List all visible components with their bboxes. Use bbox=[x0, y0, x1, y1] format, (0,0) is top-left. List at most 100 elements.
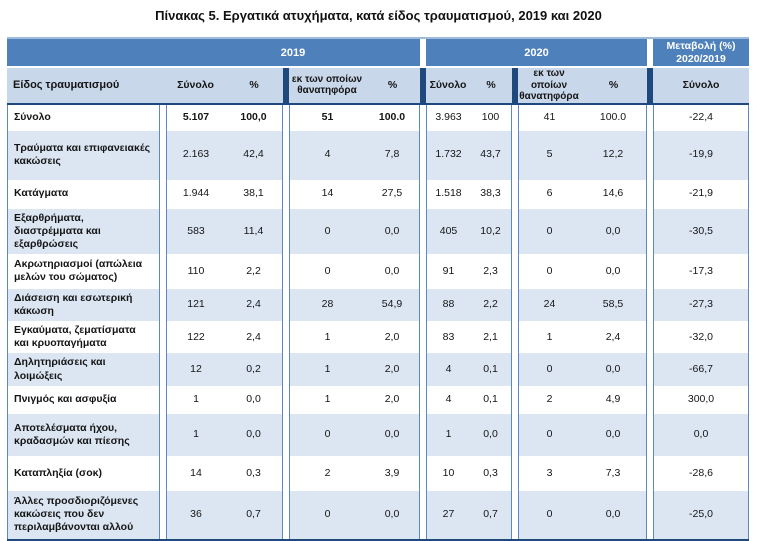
cell-2020-fatal-pct: 100.0 bbox=[580, 104, 647, 131]
cell-change: -66,7 bbox=[653, 353, 749, 386]
data-table: 2019 2020 Μεταβολή (%) 2020/2019 Είδος τ… bbox=[7, 37, 749, 541]
cell-2019-fatal: 51 bbox=[289, 104, 365, 131]
table-row: Σύνολο 5.107 100,0 51 100.0 3.963 100 41 100.0 -2… bbox=[7, 104, 749, 131]
header-change-line1: Μεταβολή (%) bbox=[666, 39, 736, 52]
subheader-2020-fatal-pct: % bbox=[580, 68, 647, 103]
cell-2019-pct: 0,7 bbox=[225, 490, 283, 539]
cell-2019-fatal-pct: 2,0 bbox=[365, 385, 420, 414]
row-label: Διάσειση και εσωτερική κάκωση bbox=[7, 288, 160, 322]
column-separator bbox=[420, 68, 426, 103]
header-change: Μεταβολή (%) 2020/2019 bbox=[653, 39, 749, 66]
cell-2019-fatal: 0 bbox=[289, 208, 365, 254]
cell-2019-fatal-pct: 0,0 bbox=[365, 413, 420, 456]
cell-change: 300,0 bbox=[653, 385, 749, 414]
row-label: Κατάγματα bbox=[7, 179, 160, 209]
cell-2020-fatal-pct: 0,0 bbox=[580, 208, 647, 254]
cell-2019-fatal: 2 bbox=[289, 455, 365, 491]
table-row: Εξαρθρήματα, διαστρέμματα και εξαρθρώσει… bbox=[7, 208, 749, 254]
cell-2019-total: 12 bbox=[166, 353, 225, 386]
cell-2020-total: 88 bbox=[426, 288, 470, 322]
cell-2019-total: 14 bbox=[166, 455, 225, 491]
cell-change: -22,4 bbox=[653, 104, 749, 131]
cell-2020-total: 27 bbox=[426, 490, 470, 539]
cell-2020-fatal: 5 bbox=[518, 130, 580, 180]
cell-2020-total: 83 bbox=[426, 321, 470, 354]
cell-2019-total: 1 bbox=[166, 413, 225, 456]
column-separator bbox=[512, 68, 518, 103]
row-label: Εγκαύματα, ζεματίσματα και κρυοπαγήματα bbox=[7, 321, 160, 354]
cell-2020-fatal: 6 bbox=[518, 179, 580, 209]
header-change-line2: 2020/2019 bbox=[676, 52, 726, 65]
table-row: Δηλητηριάσεις και λοιμώξεις 12 0,2 1 2,0 4 0,1… bbox=[7, 353, 749, 386]
cell-change: -25,0 bbox=[653, 490, 749, 539]
subheader-fatal-line1: εκ των οποίων bbox=[530, 68, 568, 91]
cell-2019-fatal-pct: 0,0 bbox=[365, 208, 420, 254]
row-label: Αποτελέσματα ήχου, κραδασμών και πίεσης bbox=[7, 413, 160, 456]
header-year-2019: 2019 bbox=[166, 39, 420, 66]
cell-2019-total: 36 bbox=[166, 490, 225, 539]
row-label: Δηλητηριάσεις και λοιμώξεις bbox=[7, 353, 160, 386]
cell-2020-fatal: 0 bbox=[518, 490, 580, 539]
cell-2019-total: 2.163 bbox=[166, 130, 225, 180]
row-label: Σύνολο bbox=[7, 104, 160, 131]
cell-2020-pct: 2,2 bbox=[470, 288, 512, 322]
row-label: Άλλες προσδιοριζόμενες κακώσεις που δεν … bbox=[7, 490, 160, 539]
cell-2020-total: 4 bbox=[426, 385, 470, 414]
row-label: Τραύματα και επιφανειακές κακώσεις bbox=[7, 130, 160, 180]
table-body: Σύνολο 5.107 100,0 51 100.0 3.963 100 41 100.0 -2… bbox=[7, 104, 749, 541]
table-row: Αποτελέσματα ήχου, κραδασμών και πίεσης 1… bbox=[7, 413, 749, 456]
cell-2019-fatal-pct: 0,0 bbox=[365, 253, 420, 289]
row-label: Εξαρθρήματα, διαστρέμματα και εξαρθρώσει… bbox=[7, 208, 160, 254]
cell-2019-total: 5.107 bbox=[166, 104, 225, 131]
cell-2020-fatal-pct: 58,5 bbox=[580, 288, 647, 322]
cell-2020-fatal-pct: 2,4 bbox=[580, 321, 647, 354]
cell-2019-pct: 0,3 bbox=[225, 455, 283, 491]
row-label: Πνιγμός και ασφυξία bbox=[7, 385, 160, 414]
cell-2020-fatal-pct: 4,9 bbox=[580, 385, 647, 414]
cell-2019-pct: 100,0 bbox=[225, 104, 283, 131]
subheader-change-total: Σύνολο bbox=[653, 68, 749, 103]
table-row: Διάσειση και εσωτερική κάκωση 121 2,4 28 54,… bbox=[7, 288, 749, 322]
cell-2020-fatal-pct: 12,2 bbox=[580, 130, 647, 180]
table-row: Πνιγμός και ασφυξία 1 0,0 1 2,0 4 0,1 2 4,9 300,0 bbox=[7, 385, 749, 414]
cell-2019-total: 110 bbox=[166, 253, 225, 289]
cell-change: -21,9 bbox=[653, 179, 749, 209]
cell-2020-pct: 0,1 bbox=[470, 385, 512, 414]
table-row: Ακρωτηριασμοί (απώλεια μελών του σώματος… bbox=[7, 253, 749, 289]
cell-2019-fatal-pct: 100.0 bbox=[365, 104, 420, 131]
cell-2020-fatal: 0 bbox=[518, 208, 580, 254]
cell-2019-fatal: 0 bbox=[289, 413, 365, 456]
cell-2019-fatal-pct: 2,0 bbox=[365, 321, 420, 354]
cell-2019-fatal-pct: 2,0 bbox=[365, 353, 420, 386]
cell-2019-fatal: 4 bbox=[289, 130, 365, 180]
cell-2019-fatal-pct: 0,0 bbox=[365, 490, 420, 539]
cell-change: -27,3 bbox=[653, 288, 749, 322]
cell-2019-fatal-pct: 27,5 bbox=[365, 179, 420, 209]
cell-2020-total: 10 bbox=[426, 455, 470, 491]
cell-2020-pct: 10,2 bbox=[470, 208, 512, 254]
subheader-2019-fatal-pct: % bbox=[365, 68, 420, 103]
cell-2020-fatal-pct: 0,0 bbox=[580, 413, 647, 456]
cell-2020-pct: 0,3 bbox=[470, 455, 512, 491]
cell-2020-pct: 2,3 bbox=[470, 253, 512, 289]
cell-2020-pct: 100 bbox=[470, 104, 512, 131]
cell-change: 0,0 bbox=[653, 413, 749, 456]
subheader-2020-pct: % bbox=[470, 68, 512, 103]
subheader-fatal-line2: θανατηφόρα bbox=[297, 85, 357, 97]
cell-2019-fatal: 1 bbox=[289, 321, 365, 354]
cell-2020-fatal-pct: 0,0 bbox=[580, 353, 647, 386]
subheader-fatal-line1: εκ των οποίων bbox=[291, 73, 363, 85]
cell-2020-total: 3.963 bbox=[426, 104, 470, 131]
cell-2019-pct: 42,4 bbox=[225, 130, 283, 180]
subheader-2019-total: Σύνολο bbox=[166, 68, 225, 103]
table-row: Εγκαύματα, ζεματίσματα και κρυοπαγήματα 1… bbox=[7, 321, 749, 354]
subheader-injury-type: Είδος τραυματισμού bbox=[7, 68, 166, 103]
cell-2020-total: 91 bbox=[426, 253, 470, 289]
cell-2019-pct: 11,4 bbox=[225, 208, 283, 254]
header-year-2020: 2020 bbox=[426, 39, 647, 66]
cell-2020-fatal: 3 bbox=[518, 455, 580, 491]
row-label: Καταπληξία (σοκ) bbox=[7, 455, 160, 491]
cell-2020-total: 1.732 bbox=[426, 130, 470, 180]
cell-2020-pct: 0,1 bbox=[470, 353, 512, 386]
